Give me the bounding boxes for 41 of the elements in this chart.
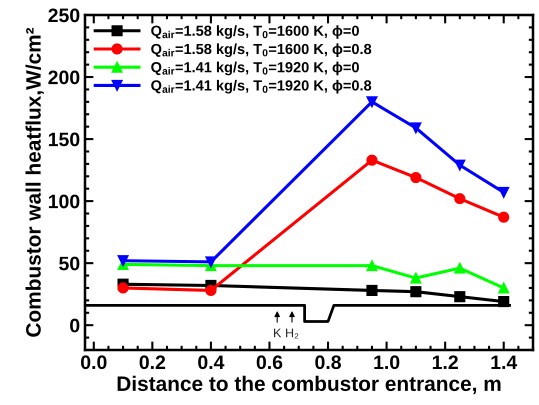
x-tick-label: 0.8 xyxy=(315,355,341,370)
point xyxy=(498,186,510,198)
annotation: K xyxy=(274,328,282,338)
x-tick-label: 1.2 xyxy=(432,355,458,369)
point xyxy=(118,255,129,266)
y-tick-label: 150 xyxy=(48,132,80,146)
point xyxy=(118,282,129,294)
point xyxy=(366,154,378,166)
point xyxy=(454,160,466,171)
point xyxy=(498,212,510,223)
y-tick-label: 200 xyxy=(48,70,80,84)
legend-label: Q$_{air}$=1.41 kg/s, T$_{0}$=1920 K, ϕ=0 xyxy=(151,62,359,76)
x-tick-label: 1.0 xyxy=(374,355,400,370)
point xyxy=(454,262,466,274)
point xyxy=(454,193,466,204)
annotation: H₂ xyxy=(286,328,298,338)
point xyxy=(410,172,422,184)
point xyxy=(366,284,378,296)
x-tick-label: 0.6 xyxy=(256,355,282,370)
point xyxy=(498,282,510,294)
y-axis-title: Combustor wall heatflux,W/cm² xyxy=(26,28,44,337)
point xyxy=(366,96,378,108)
x-tick-label: 0.2 xyxy=(140,355,166,370)
x-tick-label: 1.4 xyxy=(491,356,518,369)
y-tick-label: 0 xyxy=(70,318,80,332)
point xyxy=(205,256,216,268)
point xyxy=(454,291,466,302)
point xyxy=(205,284,216,296)
x-tick-label: 0.0 xyxy=(81,355,107,370)
point xyxy=(410,272,422,284)
y-tick-label: 100 xyxy=(48,194,80,208)
legend-label: Q$_{air}$=1.58 kg/s, T$_{0}$=1600 K, ϕ=0.8 xyxy=(151,43,372,58)
point xyxy=(410,122,422,134)
legend-label: Q$_{air}$=1.41 kg/s, T$_{0}$=1920 K, ϕ=0.8 xyxy=(151,80,372,94)
x-tick-label: 0.4 xyxy=(198,355,224,370)
legend-label: Q$_{air}$=1.58 kg/s, T$_{0}$=1600 K, ϕ=0 xyxy=(151,25,359,39)
point xyxy=(366,260,378,272)
x-axis-title: Distance to the combustor entrance, m xyxy=(118,376,500,394)
y-tick-label: 50 xyxy=(59,256,80,270)
y-tick-label: 250 xyxy=(48,8,80,22)
point xyxy=(410,286,422,298)
